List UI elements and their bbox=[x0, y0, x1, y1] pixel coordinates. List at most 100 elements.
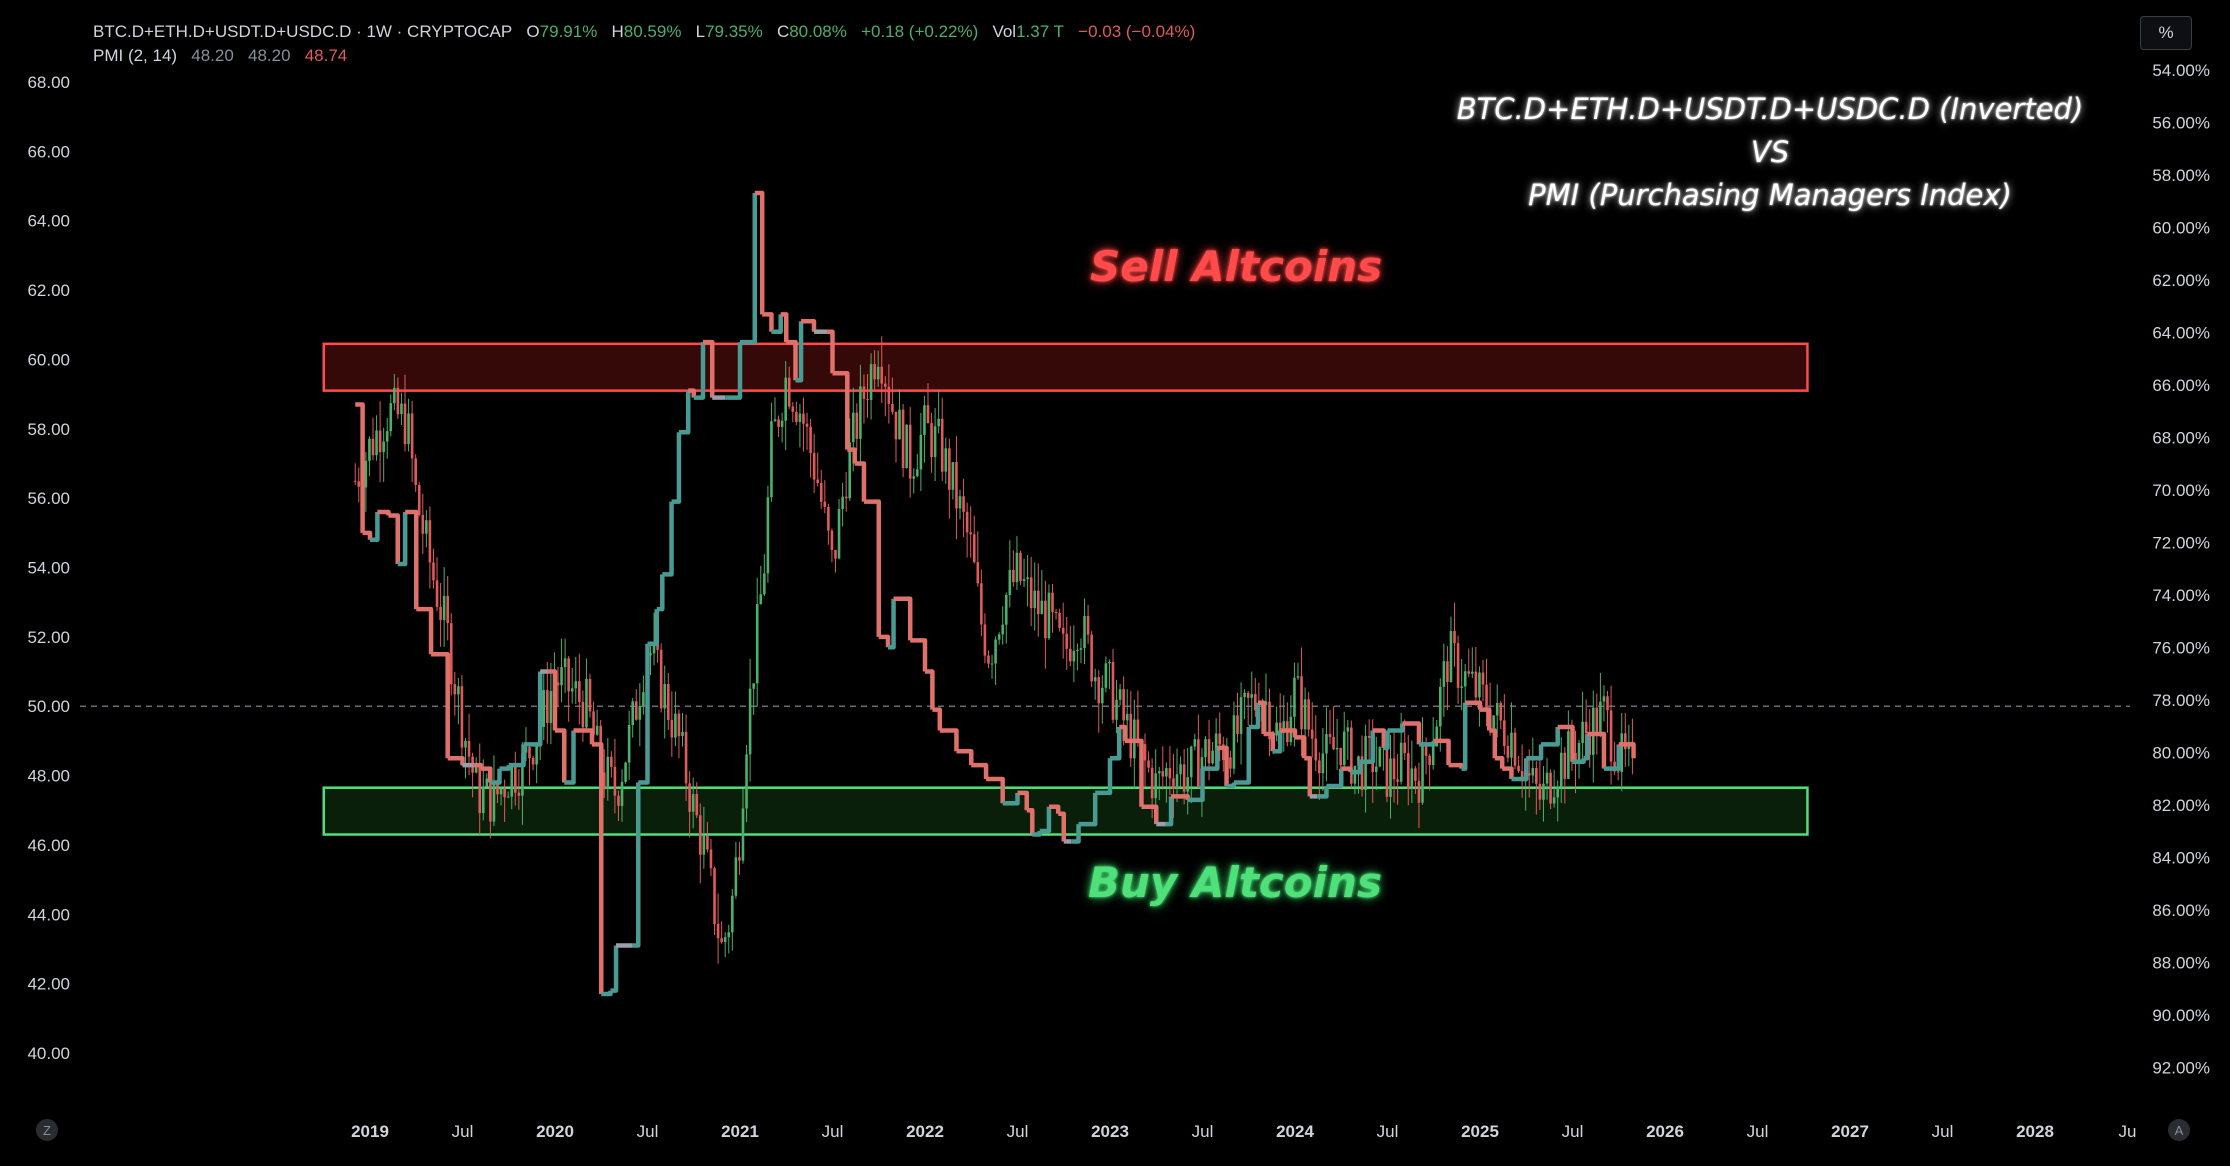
percent-scale-button[interactable]: % bbox=[2140, 16, 2192, 50]
change-value: +0.18 (+0.22%) bbox=[861, 22, 979, 41]
candle-body bbox=[1599, 701, 1602, 735]
candle-body bbox=[1218, 733, 1222, 745]
zones bbox=[322, 342, 1809, 836]
candle-body bbox=[1606, 696, 1609, 711]
candle-body bbox=[1474, 671, 1478, 698]
pmi-segment bbox=[1280, 728, 1298, 738]
candle-body bbox=[1044, 600, 1047, 639]
pmi-segment bbox=[431, 651, 450, 759]
candle-body bbox=[414, 458, 417, 485]
candle-body bbox=[1428, 755, 1431, 765]
close-label: C bbox=[776, 22, 790, 41]
candle-body bbox=[489, 778, 492, 822]
candle-body bbox=[524, 747, 528, 753]
candle-body bbox=[1101, 687, 1104, 704]
x-tick-label: Ju bbox=[2119, 1122, 2137, 1141]
candle-body bbox=[385, 431, 389, 442]
pmi-segment bbox=[786, 339, 798, 381]
candle-body bbox=[656, 642, 659, 650]
x-tick-label: Jul bbox=[1562, 1122, 1584, 1141]
legend-symbol-row[interactable]: BTC.D+ETH.D+USDT.D+USDC.D · 1W · CRYPTOC… bbox=[93, 22, 1195, 42]
pmi-segment bbox=[1461, 702, 1468, 771]
candle-body bbox=[851, 412, 855, 443]
candle-body bbox=[1318, 760, 1321, 774]
pmi-segment bbox=[754, 190, 765, 315]
candle-body bbox=[638, 705, 642, 720]
candle-body bbox=[859, 386, 862, 439]
pmi-segment bbox=[1350, 761, 1362, 775]
candle-body bbox=[887, 386, 891, 404]
candle-body bbox=[972, 534, 976, 563]
candle-body bbox=[670, 719, 674, 738]
candle-body bbox=[702, 835, 706, 855]
candle-body bbox=[1406, 753, 1410, 789]
candle-body bbox=[926, 405, 930, 424]
high-value: 80.59% bbox=[623, 22, 682, 41]
left-tick-label: 60.00 bbox=[27, 350, 70, 369]
candle-body bbox=[652, 642, 656, 654]
pmi-segment bbox=[405, 509, 419, 610]
candle-body bbox=[1435, 726, 1439, 747]
pmi-segment bbox=[1002, 792, 1020, 806]
candle-body bbox=[1531, 768, 1535, 776]
pmi-segment bbox=[632, 782, 641, 948]
pmi-segment bbox=[1141, 804, 1159, 825]
pmi-segment bbox=[1465, 700, 1483, 710]
z-button[interactable]: Z bbox=[36, 1119, 58, 1141]
pmi-segment bbox=[397, 512, 408, 567]
candle-body bbox=[1012, 569, 1015, 583]
x-tick-label: Jul bbox=[1377, 1122, 1399, 1141]
pmi-segment bbox=[1387, 723, 1405, 733]
candle-body bbox=[1157, 771, 1161, 774]
candle-body bbox=[400, 403, 403, 415]
legend-indicator-row[interactable]: PMI (2, 14) 48.20 48.20 48.74 bbox=[93, 46, 347, 66]
candle-body bbox=[1189, 746, 1193, 778]
candle-body bbox=[1574, 752, 1577, 765]
buy-altcoins-label: Buy Altcoins bbox=[1088, 858, 1382, 907]
candle-body bbox=[1481, 672, 1485, 685]
sell-altcoins-label: Sell Altcoins bbox=[1090, 242, 1383, 291]
candle-body bbox=[1616, 771, 1620, 773]
candle-body bbox=[709, 849, 713, 869]
pmi-segment bbox=[355, 402, 365, 533]
candle-body bbox=[1296, 676, 1300, 678]
candle-body bbox=[549, 691, 553, 723]
candle-body bbox=[1374, 766, 1378, 772]
candle-body bbox=[585, 678, 588, 728]
candle-body bbox=[446, 596, 449, 624]
candle-body bbox=[987, 655, 990, 664]
candle-body bbox=[581, 701, 585, 728]
low-label: L bbox=[695, 22, 706, 41]
x-tick-label: 2021 bbox=[721, 1122, 759, 1141]
low-value: 79.35% bbox=[705, 22, 763, 41]
open-label: O bbox=[526, 22, 540, 41]
candle-body bbox=[546, 690, 549, 723]
left-tick-label: 42.00 bbox=[27, 975, 70, 994]
candle-body bbox=[1446, 661, 1449, 682]
candle-body bbox=[1253, 694, 1257, 710]
title-line-1: BTC.D+ETH.D+USDT.D+USDC.D (Inverted) bbox=[1456, 92, 2084, 126]
candle-body bbox=[1022, 579, 1026, 581]
candle-body bbox=[830, 530, 834, 550]
left-tick-label: 68.00 bbox=[27, 73, 70, 92]
candle-body bbox=[567, 658, 570, 692]
candle-body bbox=[940, 418, 944, 472]
pmi-segment bbox=[780, 312, 789, 343]
candle-body bbox=[948, 448, 951, 490]
candle-body bbox=[1499, 702, 1503, 721]
pmi-segment bbox=[1433, 738, 1451, 766]
candle-body bbox=[421, 514, 425, 534]
candle-body bbox=[1182, 764, 1186, 792]
time-axis: 2019 Jul 2020 Jul 2021 Jul 2022 Jul 2023 Jul 2024 J… bbox=[351, 1122, 2136, 1141]
pmi-segment bbox=[362, 530, 373, 540]
open-value: 79.91% bbox=[539, 22, 598, 41]
candle-body bbox=[944, 448, 948, 472]
overlay-title: BTC.D+ETH.D+USDT.D+USDC.D (Inverted) VS … bbox=[1440, 88, 2100, 217]
candle-body bbox=[1136, 719, 1140, 742]
candle-body bbox=[1360, 756, 1364, 791]
auto-scale-button[interactable]: A bbox=[2168, 1119, 2190, 1141]
candle-body bbox=[513, 766, 517, 793]
candle-body bbox=[969, 532, 972, 535]
candle-body bbox=[1456, 643, 1460, 688]
